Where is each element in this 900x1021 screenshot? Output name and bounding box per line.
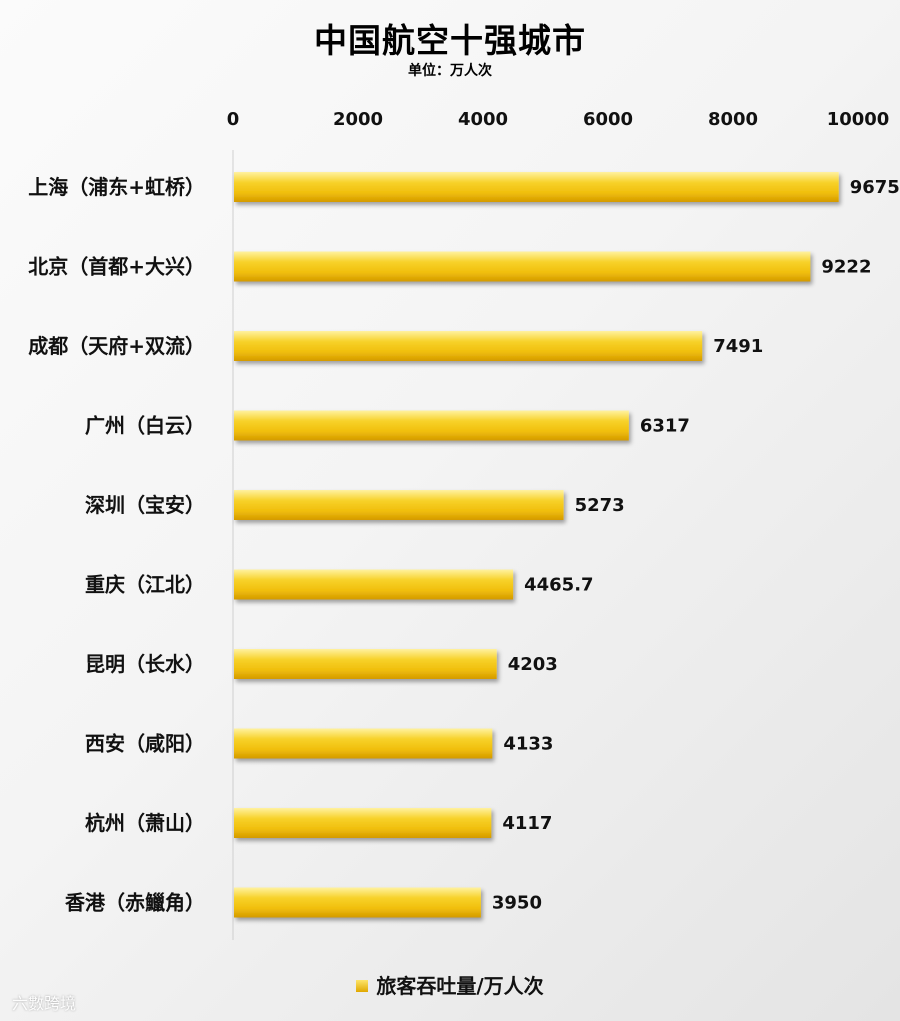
x-tick-label: 8000 xyxy=(708,109,758,130)
legend: 旅客吞吐量/万人次 xyxy=(0,970,900,999)
bar xyxy=(234,649,497,679)
bar xyxy=(234,887,481,918)
category-label: 杭州（萧山） xyxy=(85,811,205,835)
x-tick-label: 2000 xyxy=(333,109,383,130)
legend-label: 旅客吞吐量/万人次 xyxy=(376,974,544,998)
data-label: 9222 xyxy=(821,257,871,278)
category-label: 广州（白云） xyxy=(85,414,205,438)
bar xyxy=(234,490,564,520)
watermark: 六數跨境 xyxy=(12,994,77,1013)
data-label: 4203 xyxy=(508,654,558,675)
bar xyxy=(234,251,811,282)
x-tick-label: 0 xyxy=(227,109,240,130)
bar xyxy=(234,172,839,202)
data-label: 5273 xyxy=(575,495,625,516)
data-label: 4117 xyxy=(502,813,552,834)
data-label: 4465.7 xyxy=(524,575,593,596)
bar xyxy=(234,331,703,361)
data-label: 7491 xyxy=(713,336,763,357)
data-label: 9675 xyxy=(850,177,900,198)
category-label: 北京（首都+大兴） xyxy=(28,255,205,279)
legend-swatch xyxy=(356,979,369,992)
x-tick-label: 4000 xyxy=(458,109,508,130)
category-label: 重庆（江北） xyxy=(85,573,205,597)
bar xyxy=(234,569,514,600)
category-label: 西安（咸阳） xyxy=(85,732,205,756)
data-label: 4133 xyxy=(503,734,553,755)
x-tick-label: 6000 xyxy=(583,109,633,130)
bar xyxy=(234,808,492,838)
category-label: 香港（赤鱲角） xyxy=(65,891,205,915)
x-tick-label: 10000 xyxy=(827,109,890,130)
chart-title: 中国航空十强城市 xyxy=(314,21,586,60)
data-label: 6317 xyxy=(640,416,690,437)
category-label: 昆明（长水） xyxy=(85,652,205,676)
category-label: 上海（浦东+虹桥） xyxy=(28,175,205,199)
category-label: 成都（天府+双流） xyxy=(28,334,205,358)
data-label: 3950 xyxy=(492,893,542,914)
bar xyxy=(234,410,629,441)
chart-subtitle: 单位：万人次 xyxy=(408,63,492,79)
bar xyxy=(234,728,493,759)
category-label: 深圳（宝安） xyxy=(85,493,205,517)
